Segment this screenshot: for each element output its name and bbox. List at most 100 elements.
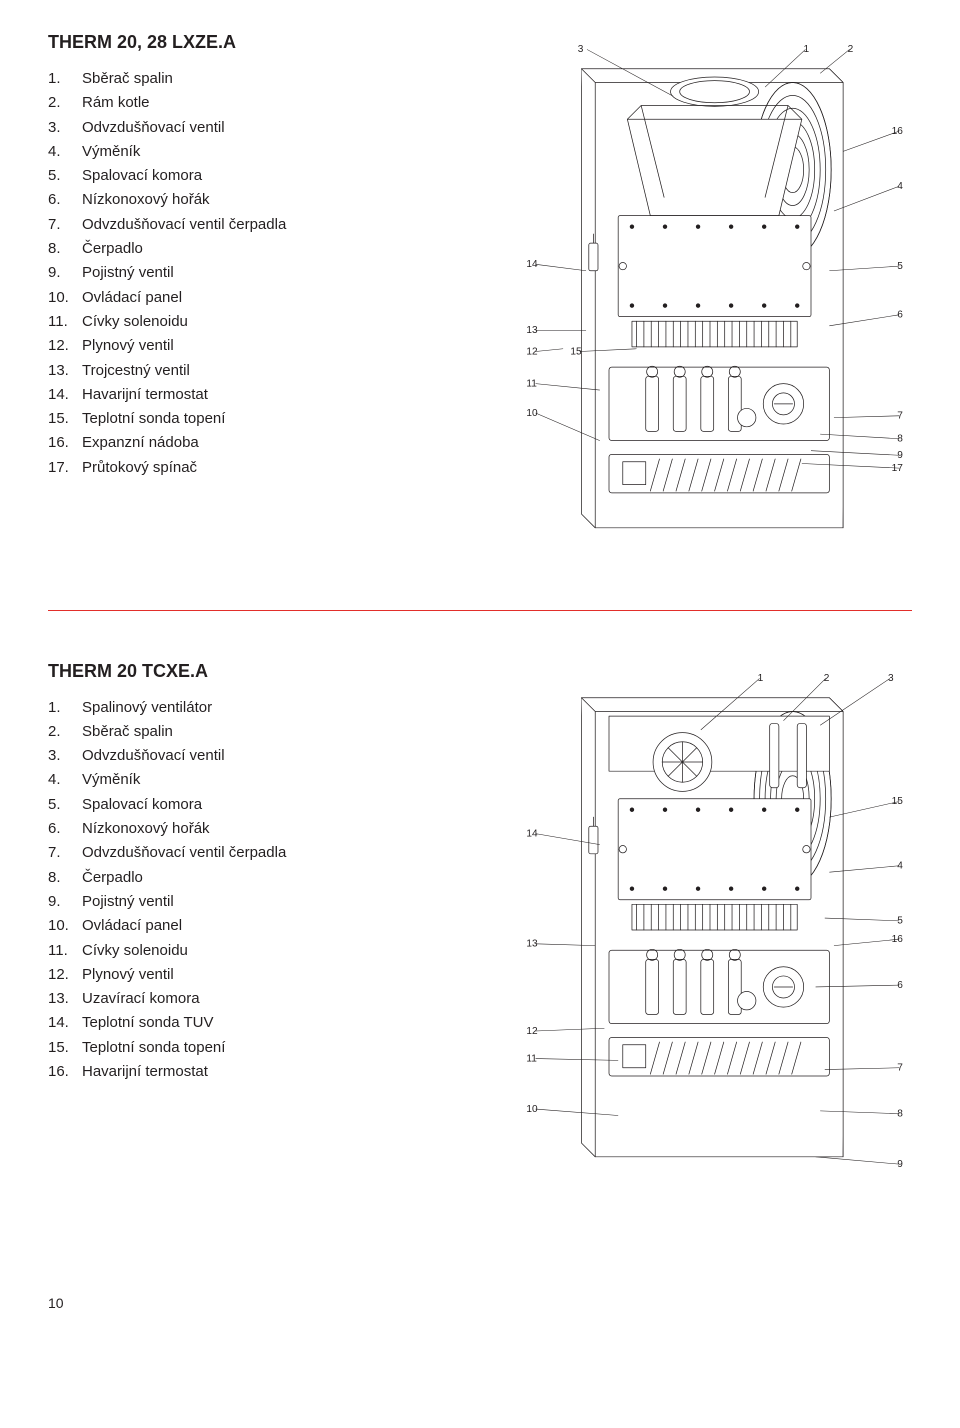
callout-number: 11 [526,1053,537,1064]
callout-number: 10 [526,1103,538,1114]
item-number: 4. [48,768,82,792]
item-number: 16. [48,431,82,455]
callout-number: 17 [892,463,904,474]
callout-number: 7 [897,1062,903,1073]
item-number: 6. [48,817,82,841]
parts-list-item: 4.Výměník [48,768,488,792]
section-title: THERM 20, 28 LXZE.A [48,32,488,53]
callout-number: 9 [897,450,903,461]
item-number: 1. [48,696,82,720]
callout-number: 2 [848,44,854,55]
item-label: Pojistný ventil [82,890,174,914]
callout-number: 5 [897,261,903,272]
callout-number: 3 [888,673,894,684]
callout-number: 11 [526,378,537,389]
callout-number: 16 [892,126,904,137]
item-number: 13. [48,987,82,1011]
item-label: Výměník [82,140,140,164]
item-number: 12. [48,963,82,987]
item-label: Ovládací panel [82,914,182,938]
section-therm-tcxe: THERM 20 TCXE.A 1.Spalinový ventilátor2.… [48,661,912,1235]
item-number: 2. [48,720,82,744]
parts-list-item: 11.Cívky solenoidu [48,310,488,334]
callout-number: 4 [897,181,903,192]
parts-list-item: 9.Pojistný ventil [48,890,488,914]
item-label: Nízkonoxový hořák [82,817,210,841]
item-number: 8. [48,237,82,261]
parts-list-item: 15.Teplotní sonda topení [48,407,488,431]
item-number: 5. [48,793,82,817]
item-number: 13. [48,359,82,383]
parts-list-item: 15.Teplotní sonda topení [48,1036,488,1060]
callout-number: 4 [897,860,903,871]
parts-list-item: 5.Spalovací komora [48,793,488,817]
callout-number: 15 [570,346,582,357]
parts-list-item: 6.Nízkonoxový hořák [48,817,488,841]
parts-list-item: 17.Průtokový spínač [48,456,488,480]
item-number: 12. [48,334,82,358]
parts-list-item: 5.Spalovací komora [48,164,488,188]
exploded-diagram-lxze: 3141312151110121645678917 [508,32,912,565]
parts-list-item: 1.Spalinový ventilátor [48,696,488,720]
item-label: Havarijní termostat [82,1060,208,1084]
parts-list-item: 4.Výměník [48,140,488,164]
item-label: Expanzní nádoba [82,431,199,455]
item-label: Čerpadlo [82,866,143,890]
parts-list-item: 12.Plynový ventil [48,963,488,987]
parts-list-item: 3.Odvzdušňovací ventil [48,116,488,140]
callout-number: 5 [897,915,903,926]
section-therm-lxze: THERM 20, 28 LXZE.A 1.Sběrač spalin2.Rám… [48,32,912,570]
item-label: Nízkonoxový hořák [82,188,210,212]
parts-list-item: 11.Cívky solenoidu [48,939,488,963]
callout-number: 10 [526,408,538,419]
item-number: 10. [48,914,82,938]
section-divider [48,610,912,611]
callout-number: 13 [526,938,538,949]
parts-list-item: 14.Teplotní sonda TUV [48,1011,488,1035]
callout-number: 3 [578,44,584,55]
item-label: Cívky solenoidu [82,939,188,963]
item-label: Odvzdušňovací ventil [82,116,225,140]
exploded-diagram-tcxe: 14131211101231545166789 [508,661,912,1230]
item-number: 4. [48,140,82,164]
parts-list-item: 8.Čerpadlo [48,237,488,261]
item-number: 6. [48,188,82,212]
parts-list-item: 1.Sběrač spalin [48,67,488,91]
item-number: 14. [48,383,82,407]
callout-number: 6 [897,979,903,990]
parts-list-item: 2.Rám kotle [48,91,488,115]
item-label: Cívky solenoidu [82,310,188,334]
item-number: 7. [48,213,82,237]
diagram-col: 3141312151110121645678917 [508,32,912,570]
parts-list-item: 7.Odvzdušňovací ventil čerpadla [48,213,488,237]
item-number: 11. [48,310,82,334]
parts-list-item: 8.Čerpadlo [48,866,488,890]
item-number: 8. [48,866,82,890]
item-label: Odvzdušňovací ventil čerpadla [82,213,286,237]
item-number: 7. [48,841,82,865]
callout-number: 1 [804,44,810,55]
item-label: Ovládací panel [82,286,182,310]
callout-number: 14 [526,828,538,839]
item-label: Teplotní sonda TUV [82,1011,213,1035]
callout-number: 1 [758,673,764,684]
parts-list: 1.Sběrač spalin2.Rám kotle3.Odvzdušňovac… [48,67,488,480]
callout-number: 16 [892,933,904,944]
page-content: THERM 20, 28 LXZE.A 1.Sběrač spalin2.Rám… [0,0,960,1295]
item-number: 10. [48,286,82,310]
item-label: Pojistný ventil [82,261,174,285]
item-label: Výměník [82,768,140,792]
callout-number: 14 [526,259,538,270]
item-number: 1. [48,67,82,91]
parts-list-item: 7.Odvzdušňovací ventil čerpadla [48,841,488,865]
parts-list-item: 14.Havarijní termostat [48,383,488,407]
diagram-col: 14131211101231545166789 [508,661,912,1235]
callout-number: 8 [897,1108,903,1119]
item-number: 16. [48,1060,82,1084]
item-label: Havarijní termostat [82,383,208,407]
callout-number: 6 [897,310,903,321]
item-label: Trojcestný ventil [82,359,190,383]
item-number: 2. [48,91,82,115]
section-title: THERM 20 TCXE.A [48,661,488,682]
item-label: Spalovací komora [82,164,202,188]
